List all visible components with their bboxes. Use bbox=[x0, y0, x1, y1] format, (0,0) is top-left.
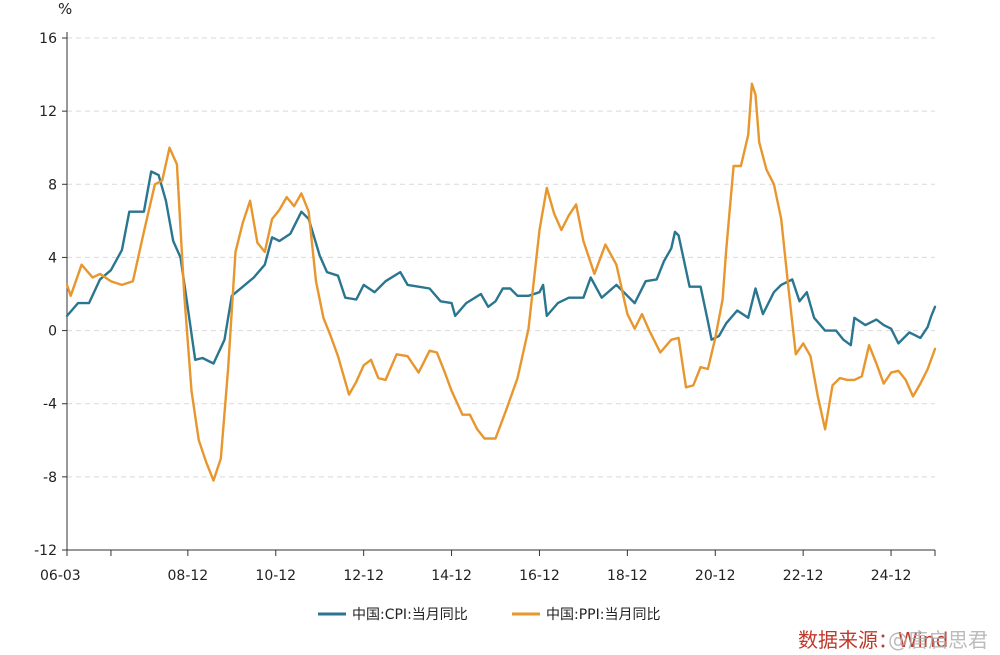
x-tick-label: 06-03 bbox=[40, 568, 81, 584]
y-tick-label: 12 bbox=[39, 104, 57, 120]
y-unit-label: % bbox=[58, 0, 72, 18]
legend: 中国:CPI:当月同比 中国:PPI:当月同比 bbox=[318, 607, 660, 623]
x-tick-label: 12-12 bbox=[343, 568, 384, 584]
x-tick-label: 24-12 bbox=[871, 568, 912, 584]
legend-label-ppi: 中国:PPI:当月同比 bbox=[546, 607, 660, 623]
x-tick-label: 20-12 bbox=[695, 568, 736, 584]
watermark: @唐启思君 bbox=[888, 628, 988, 652]
y-tick-label: 0 bbox=[48, 324, 57, 340]
source-note: 数据来源：Wind bbox=[798, 628, 948, 652]
y-tick-label: 16 bbox=[39, 31, 57, 47]
x-tick-label: 16-12 bbox=[519, 568, 560, 584]
series-line-cpi bbox=[65, 170, 937, 365]
grid-lines bbox=[67, 37, 935, 478]
y-tick-label: -8 bbox=[43, 470, 57, 486]
legend-label-cpi: 中国:CPI:当月同比 bbox=[352, 607, 468, 623]
series-group bbox=[65, 82, 937, 482]
y-tick-label: -4 bbox=[43, 397, 57, 413]
y-tick-label: 8 bbox=[48, 177, 57, 193]
series-line-ppi bbox=[65, 82, 937, 482]
x-tick-label: 10-12 bbox=[255, 568, 296, 584]
y-tick-label: 4 bbox=[48, 250, 57, 266]
x-tick-label: 18-12 bbox=[607, 568, 648, 584]
x-tick-label: 08-12 bbox=[168, 568, 209, 584]
x-tick-label: 22-12 bbox=[783, 568, 824, 584]
axes: -12 -8 -4 0 4 8 12 16 06-03 08-12 10-12 12-12 14-12 1… bbox=[34, 31, 936, 584]
y-tick-label: -12 bbox=[34, 543, 57, 559]
x-tick-label: 14-12 bbox=[431, 568, 472, 584]
